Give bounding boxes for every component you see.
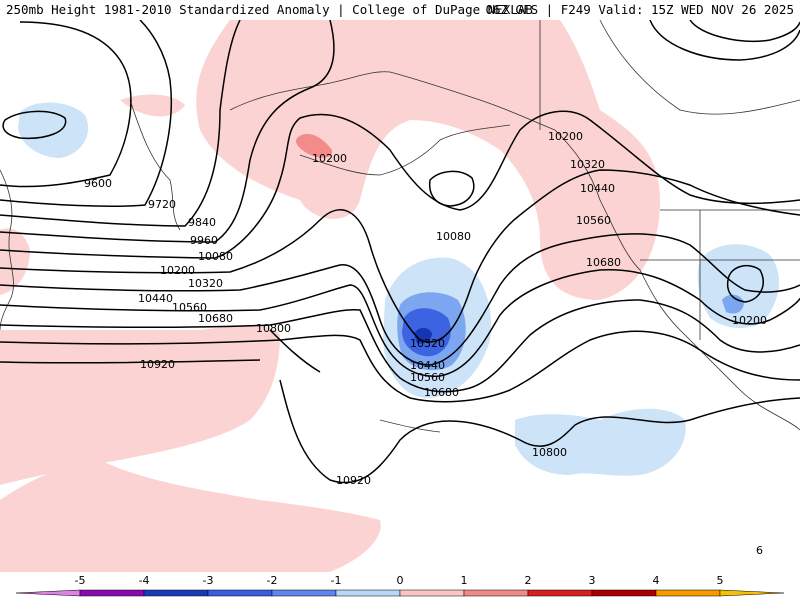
contour-label: 10440 <box>138 292 173 305</box>
contour-label: 10560 <box>172 301 207 314</box>
colorbar-end-right <box>719 589 785 597</box>
contour-label: 10440 <box>580 182 615 195</box>
contour-label: 9720 <box>148 198 176 211</box>
colorbar-label: -4 <box>139 574 150 587</box>
contour-label: 6 <box>756 544 763 557</box>
contour-label: 10200 <box>548 130 583 143</box>
contour-label: 10680 <box>586 256 621 269</box>
positive-anomaly-core <box>296 133 333 158</box>
colorbar-labels: -5 -4 -3 -2 -1 0 1 2 3 4 5 <box>75 574 724 587</box>
colorbar-segments <box>15 589 785 597</box>
model-run-info: 06Z GFS | F249 Valid: 15Z WED NOV 26 202… <box>485 2 794 17</box>
contour-label: 10800 <box>532 446 567 459</box>
contour-label: 10200 <box>312 152 347 165</box>
contour-label: 10320 <box>188 277 223 290</box>
colorbar-segment <box>527 589 593 597</box>
colorbar-label: -3 <box>203 574 214 587</box>
colorbar-segment <box>591 589 657 597</box>
contour-label: 10320 <box>410 337 445 350</box>
contour-label: 10800 <box>256 322 291 335</box>
colorbar-segment <box>335 589 401 597</box>
coastlines <box>0 20 800 433</box>
contour-label: 10680 <box>424 386 459 399</box>
contour-label: 9600 <box>84 177 112 190</box>
colorbar: -5 -4 -3 -2 -1 0 1 2 3 4 5 <box>15 574 785 597</box>
contour-label: 10320 <box>570 158 605 171</box>
anomaly-map: 9600 9720 9840 9960 10080 10200 10320 10… <box>0 20 800 572</box>
contour-label: 10560 <box>576 214 611 227</box>
contour-label: 10080 <box>198 250 233 263</box>
contour-label: 10680 <box>198 312 233 325</box>
colorbar-label: -1 <box>331 574 342 587</box>
contour-label: 10560 <box>410 371 445 384</box>
contour-label: 10200 <box>732 314 767 327</box>
colorbar-segment <box>655 589 721 597</box>
colorbar-segment <box>79 589 145 597</box>
contour-label: 10920 <box>336 474 371 487</box>
colorbar-end-left <box>15 589 81 597</box>
colorbar-segment <box>207 589 273 597</box>
colorbar-label: -5 <box>75 574 86 587</box>
colorbar-label: 3 <box>589 574 596 587</box>
map-title: 250mb Height 1981-2010 Standardized Anom… <box>6 2 533 17</box>
negative-anomaly-shading <box>18 102 780 476</box>
colorbar-label: 1 <box>461 574 468 587</box>
colorbar-segment <box>463 589 529 597</box>
colorbar-label: 5 <box>717 574 724 587</box>
contour-label: 9960 <box>190 234 218 247</box>
colorbar-label: 2 <box>525 574 532 587</box>
positive-anomaly-shading <box>0 20 660 572</box>
contour-label: 10920 <box>140 358 175 371</box>
colorbar-segment <box>399 589 465 597</box>
height-contours <box>0 20 800 484</box>
contour-labels: 9600 9720 9840 9960 10080 10200 10320 10… <box>84 130 767 557</box>
colorbar-label: 0 <box>397 574 404 587</box>
colorbar-label: 4 <box>653 574 660 587</box>
colorbar-segment <box>143 589 209 597</box>
contour-label: 10080 <box>436 230 471 243</box>
contour-label: 10440 <box>410 359 445 372</box>
contour-label: 9840 <box>188 216 216 229</box>
contour-label: 10200 <box>160 264 195 277</box>
colorbar-label: -2 <box>267 574 278 587</box>
colorbar-segment <box>271 589 337 597</box>
